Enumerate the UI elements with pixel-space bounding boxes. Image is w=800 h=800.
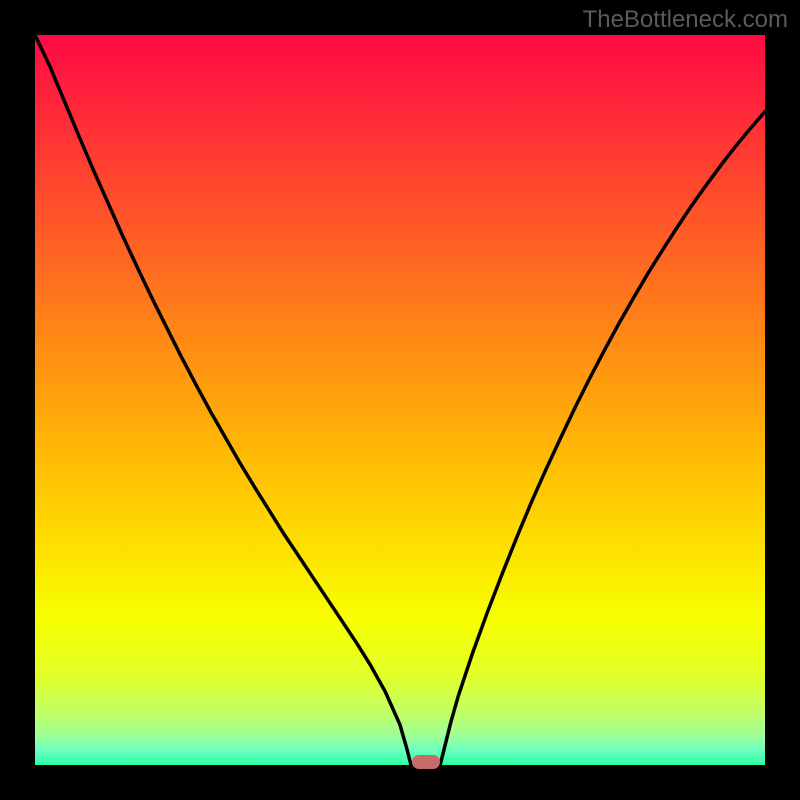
bottleneck-curve bbox=[35, 35, 765, 765]
watermark-text: TheBottleneck.com bbox=[583, 6, 788, 34]
plot-area bbox=[35, 35, 765, 765]
optimum-marker bbox=[412, 755, 440, 769]
